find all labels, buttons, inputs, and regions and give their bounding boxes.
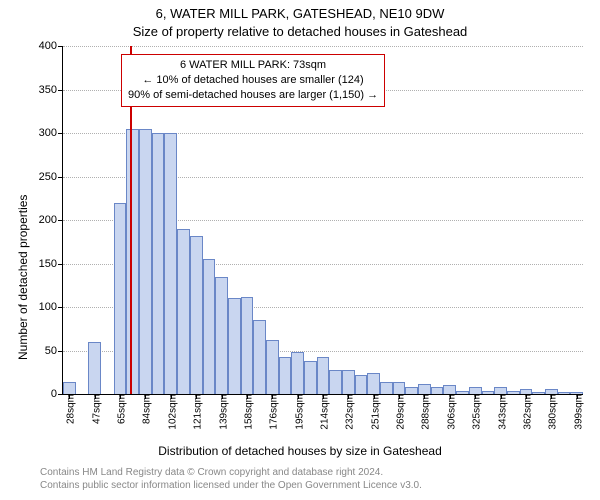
bar [367,373,380,394]
bar [177,229,190,394]
x-tick-label: 232sqm [341,394,356,430]
bar [342,370,355,394]
bar [443,385,456,394]
x-tick-label: 139sqm [214,394,229,430]
x-tick-label: 325sqm [468,394,483,430]
y-tick-label: 100 [39,301,63,313]
bar [405,387,418,394]
y-axis-label: Number of detached properties [16,195,30,360]
bar [317,357,330,394]
x-tick-label: 399sqm [569,394,584,430]
y-tick-label: 150 [39,258,63,270]
annotation-box: 6 WATER MILL PARK: 73sqm← 10% of detache… [121,54,385,107]
x-tick-label: 195sqm [290,394,305,430]
x-tick-label: 65sqm [113,394,128,424]
y-tick-label: 400 [39,40,63,52]
bar [482,391,495,394]
y-tick-label: 200 [39,214,63,226]
plot-area: 05010015020025030035040028sqm47sqm65sqm8… [62,46,583,395]
bar [418,384,431,394]
annotation-line-1: 6 WATER MILL PARK: 73sqm [128,58,378,73]
bar [63,382,76,394]
footer-line-2: Contains public sector information licen… [40,479,422,492]
bar [393,382,406,394]
bar [431,387,444,394]
y-tick-label: 350 [39,84,63,96]
bar [558,392,571,394]
bar [203,259,216,394]
x-tick-label: 251sqm [366,394,381,430]
x-tick-label: 380sqm [544,394,559,430]
bar [88,342,101,394]
x-tick-label: 28sqm [62,394,77,424]
x-tick-label: 306sqm [442,394,457,430]
gridline [63,46,583,47]
bar [355,375,368,394]
bar [152,133,165,394]
bar [266,340,279,394]
bar [241,297,254,394]
annotation-line-2: ← 10% of detached houses are smaller (12… [128,73,378,88]
footer-attribution: Contains HM Land Registry data © Crown c… [40,466,422,492]
x-tick-label: 84sqm [138,394,153,424]
x-tick-label: 47sqm [87,394,102,424]
bar [215,277,228,394]
bar [291,352,304,394]
bar [380,382,393,394]
bar [304,361,317,394]
x-tick-label: 102sqm [163,394,178,430]
x-tick-label: 343sqm [493,394,508,430]
x-axis-label: Distribution of detached houses by size … [0,444,600,458]
x-tick-label: 288sqm [417,394,432,430]
bar [279,357,292,394]
y-tick-label: 250 [39,171,63,183]
x-tick-label: 158sqm [239,394,254,430]
bar [190,236,203,394]
bar [469,387,482,394]
x-tick-label: 176sqm [265,394,280,430]
bar [228,298,241,394]
chart-title: Size of property relative to detached ho… [0,24,600,39]
x-tick-label: 362sqm [518,394,533,430]
chart-supertitle: 6, WATER MILL PARK, GATESHEAD, NE10 9DW [0,6,600,21]
x-tick-label: 269sqm [392,394,407,430]
footer-line-1: Contains HM Land Registry data © Crown c… [40,466,422,479]
bar [126,129,139,394]
bar [164,133,177,394]
x-tick-label: 214sqm [316,394,331,430]
bar [253,320,266,394]
x-tick-label: 121sqm [189,394,204,430]
bar [114,203,127,394]
y-tick-label: 50 [45,345,63,357]
y-tick-label: 300 [39,127,63,139]
bar [139,129,152,394]
bar [494,387,507,394]
annotation-line-3: 90% of semi-detached houses are larger (… [128,88,378,103]
bar [329,370,342,394]
